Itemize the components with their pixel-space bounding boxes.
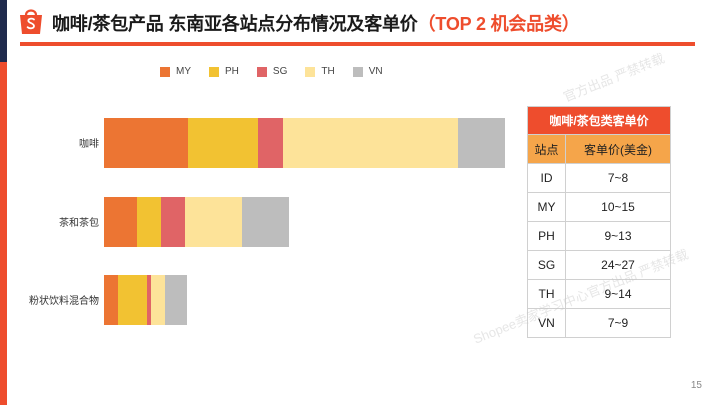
- price-cell: 10~15: [565, 192, 671, 222]
- bar-segment-sg: [258, 118, 283, 168]
- table-row: ID 7~8: [526, 163, 671, 193]
- bar-segment-th: [151, 275, 165, 325]
- left-dark-strip: [0, 0, 7, 62]
- table-row: MY 10~15: [526, 192, 671, 222]
- legend-swatch: [209, 66, 219, 77]
- category-label: 粉状饮料混合物: [29, 294, 99, 307]
- site-cell: ID: [526, 163, 567, 193]
- page-number: 15: [690, 380, 702, 391]
- table-row: VN 7~9: [526, 308, 671, 338]
- title-main: 咖啡/茶包产品 东南亚各站点分布情况及客单价: [52, 14, 418, 34]
- legend-swatch: [305, 66, 316, 77]
- site-cell: SG: [526, 250, 567, 280]
- legend-label: SG: [272, 66, 288, 77]
- legend-item-vn: VN: [352, 66, 383, 77]
- price-cell: 9~13: [565, 221, 671, 251]
- legend-item-my: MY: [160, 66, 191, 77]
- price-cell: 24~27: [565, 250, 671, 280]
- legend-item-ph: PH: [209, 66, 239, 77]
- table-row: PH 9~13: [526, 221, 671, 251]
- shopee-bag-icon: [20, 9, 42, 34]
- site-cell: MY: [526, 192, 567, 222]
- page-title: 咖啡/茶包产品 东南亚各站点分布情况及客单价（TOP 2 机会品类）: [52, 10, 580, 36]
- bar-segment-my: [104, 197, 137, 247]
- price-cell: 7~9: [565, 308, 671, 338]
- price-cell: 9~14: [565, 279, 671, 309]
- price-table-caption: 咖啡/茶包类客单价: [527, 106, 671, 135]
- title-highlight: （TOP 2 机会品类）: [417, 14, 580, 34]
- legend-swatch: [256, 66, 267, 77]
- title-underline: [20, 42, 695, 46]
- category-label: 咖啡: [79, 138, 99, 150]
- bar-segment-th: [283, 118, 458, 168]
- table-row: SG 24~27: [526, 250, 671, 280]
- legend-label: PH: [225, 66, 239, 77]
- price-table-header-site: 站点: [526, 134, 567, 164]
- legend-item-th: TH: [305, 66, 335, 77]
- price-table-header-price: 客单价(美金): [565, 134, 671, 164]
- bar-segment-vn: [165, 275, 187, 325]
- bar-segment-ph: [188, 118, 258, 168]
- site-cell: TH: [526, 279, 567, 309]
- bar-segment-vn: [242, 197, 289, 247]
- site-cell: VN: [526, 308, 567, 338]
- bar-segment-sg: [161, 197, 185, 247]
- chart-legend: MY PH SG TH VN: [160, 66, 383, 77]
- legend-swatch: [352, 66, 363, 77]
- bar-segment-my: [104, 118, 188, 168]
- bar-segment-ph: [118, 275, 147, 325]
- legend-item-sg: SG: [256, 66, 288, 77]
- bar-segment-sg: [147, 275, 151, 325]
- bar-segment-th: [185, 197, 242, 247]
- bar-segment-my: [104, 275, 118, 325]
- bar-segment-ph: [137, 197, 161, 247]
- left-accent-strip: [0, 0, 7, 405]
- bar-segment-vn: [458, 118, 505, 168]
- legend-label: TH: [321, 66, 335, 77]
- legend-label: VN: [368, 66, 383, 77]
- legend-swatch: [160, 66, 170, 77]
- price-table: 咖啡/茶包类客单价 站点 客单价(美金) ID 7~8 MY 10~15 PH 9~13 S…: [526, 106, 671, 338]
- category-label: 茶和茶包: [59, 216, 99, 229]
- price-cell: 7~8: [565, 163, 671, 193]
- table-row: TH 9~14: [526, 279, 671, 309]
- site-cell: PH: [526, 221, 567, 251]
- legend-label: MY: [176, 66, 191, 77]
